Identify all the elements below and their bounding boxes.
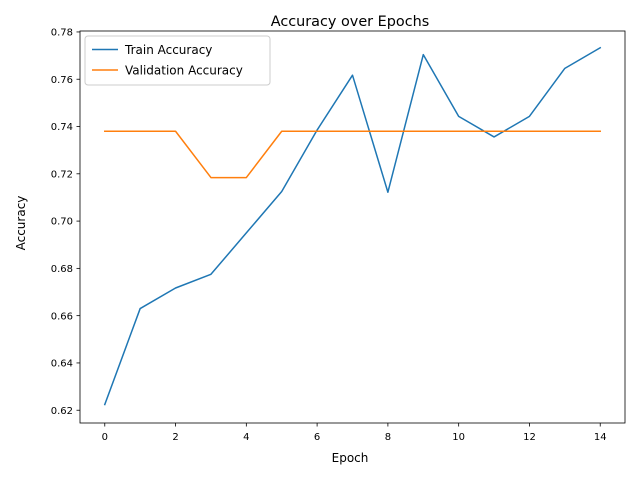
x-tick-label: 10 <box>452 432 465 443</box>
x-tick-label: 8 <box>385 432 391 443</box>
legend-label-validation-accuracy: Validation Accuracy <box>125 63 243 77</box>
x-tick-label: 2 <box>172 432 178 443</box>
legend: Train Accuracy Validation Accuracy <box>84 35 271 86</box>
x-axis-ticks: 0 2 4 6 8 10 12 14 <box>102 423 607 443</box>
y-tick-label: 0.70 <box>51 217 73 228</box>
x-tick-label: 14 <box>594 432 607 443</box>
y-tick-label: 0.76 <box>51 75 73 86</box>
x-axis-label: Epoch <box>332 451 369 465</box>
plot-area-frame <box>79 30 626 424</box>
y-tick-label: 0.72 <box>51 169 73 180</box>
y-axis-ticks: 0.62 0.64 0.66 0.68 0.70 0.72 0.74 0.76 0.78 <box>51 28 80 417</box>
y-axis-label: Accuracy <box>14 196 28 251</box>
legend-label-train-accuracy: Train Accuracy <box>124 43 212 57</box>
chart-title: Accuracy over Epochs <box>271 14 430 30</box>
x-tick-label: 0 <box>102 432 108 443</box>
x-tick-label: 4 <box>243 432 249 443</box>
x-tick-label: 12 <box>523 432 536 443</box>
validation-accuracy-line <box>104 130 601 179</box>
y-tick-label: 0.68 <box>51 264 73 275</box>
series-layer <box>103 46 602 406</box>
y-tick-label: 0.64 <box>51 359 73 370</box>
y-tick-label: 0.62 <box>51 406 73 417</box>
x-tick-label: 6 <box>314 432 320 443</box>
y-tick-label: 0.74 <box>51 122 73 133</box>
legend-box <box>84 35 271 86</box>
train-accuracy-line <box>103 46 602 406</box>
y-tick-label: 0.78 <box>51 28 73 39</box>
y-tick-label: 0.66 <box>51 311 73 322</box>
